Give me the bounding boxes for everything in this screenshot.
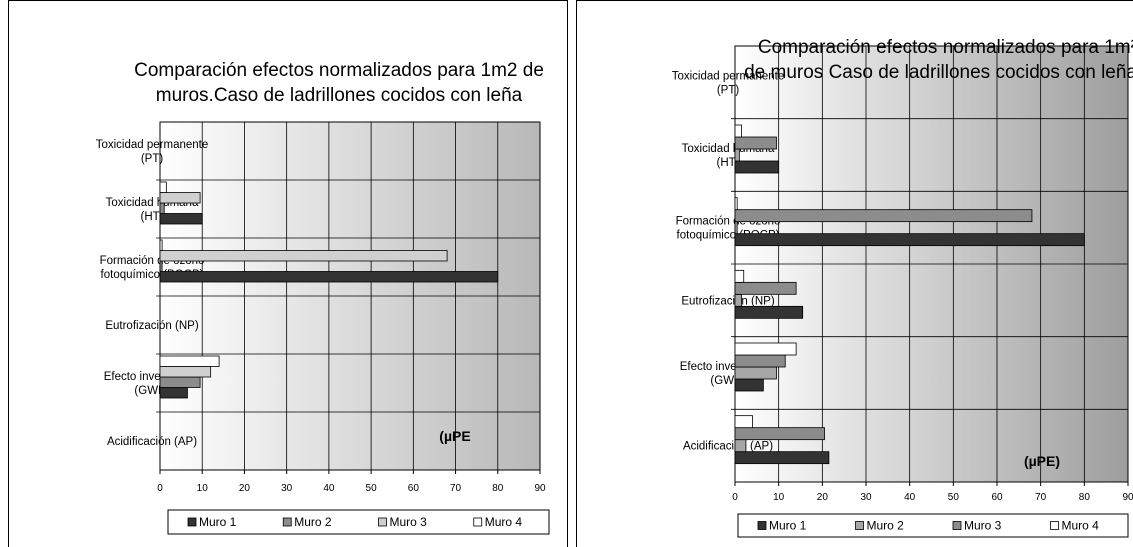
unit-label: (µPE: [439, 428, 470, 444]
legend-label: Muro 2: [294, 515, 332, 529]
bar-muro-1: [734, 160, 780, 174]
bar-muro-3: [734, 354, 786, 368]
x-tick-label: 0: [157, 483, 163, 494]
x-tick-label: 80: [1079, 492, 1091, 503]
category-label: Eutrofización (NP): [681, 295, 774, 307]
x-tick-label: 40: [904, 492, 916, 503]
category-label: Toxicidad permanente: [672, 70, 785, 82]
legend-label: Muro 4: [1062, 519, 1100, 533]
chart-title: Comparación efectos normalizados para 1m…: [134, 60, 544, 81]
bar-muro-3: [159, 250, 448, 262]
bar-muro-4: [159, 355, 220, 367]
legend-swatch: [473, 517, 483, 527]
legend-swatch: [187, 517, 197, 527]
bar-muro-1: [734, 305, 804, 319]
legend-swatch: [855, 521, 864, 530]
bar-muro-4: [734, 415, 753, 429]
x-tick-label: 0: [732, 492, 738, 503]
bar-muro-4: [734, 124, 742, 138]
x-tick-label: 50: [948, 492, 960, 503]
category-label: (PT): [717, 84, 740, 96]
x-tick-label: 40: [323, 483, 335, 494]
bar-muro-3: [159, 192, 201, 204]
bar-muro-4: [159, 239, 163, 251]
bar-muro-4: [734, 197, 738, 211]
x-tick-label: 60: [991, 492, 1003, 503]
x-tick-label: 90: [534, 483, 546, 494]
category-label: Acidificación (AP): [107, 436, 197, 448]
legend-label: Muro 1: [769, 519, 807, 533]
category-label: Acidificación (AP): [683, 441, 773, 453]
legend-swatch: [757, 521, 767, 530]
bar-muro-2: [159, 376, 201, 388]
x-tick-label: 70: [1035, 492, 1047, 503]
bar-muro-3: [734, 209, 1033, 223]
bar-muro-2: [159, 202, 165, 214]
chart-panel-left: 0 10 20 30 40 50 60 70 80 90 Toxicidad permanente (…: [8, 0, 568, 547]
chart-title: Comparación efectos normalizados para 1m…: [758, 37, 1133, 58]
x-tick-label: 10: [197, 483, 209, 494]
legend-swatch: [378, 517, 387, 527]
x-tick-label: 50: [366, 483, 378, 494]
x-tick-label: 80: [492, 483, 504, 494]
legend-swatch: [1050, 521, 1059, 530]
x-tick-label: 30: [281, 483, 293, 494]
x-tick-label: 60: [408, 483, 420, 494]
chart-title: de muros Caso de ladrillones cocidos con…: [744, 62, 1133, 83]
bar-muro-2: [734, 148, 740, 162]
x-tick-label: 20: [817, 492, 829, 503]
x-tick-label: 20: [239, 483, 251, 494]
bar-muro-3: [734, 136, 777, 150]
x-tick-label: 10: [773, 492, 785, 503]
legend-label: Muro 3: [964, 519, 1002, 533]
category-label: Toxicidad permanente: [96, 139, 209, 151]
bar-muro-2: [159, 260, 163, 272]
category-label: (PT): [141, 153, 164, 165]
category-label: Eutrofización (NP): [105, 320, 198, 332]
bar-muro-3: [159, 366, 212, 378]
bar-muro-1: [734, 451, 830, 465]
category-label: (HT): [141, 211, 164, 223]
chart-panel-right: 0 10 20 30 40 50 60 70 80 90 Toxicidad permanente (…: [576, 0, 1133, 547]
bar-muro-3: [734, 281, 797, 295]
bar-muro-1: [734, 378, 764, 392]
unit-label: (µPE): [1024, 453, 1060, 469]
bar-muro-4: [734, 269, 745, 283]
legend: [737, 513, 1129, 538]
category-label: (HT): [717, 157, 740, 169]
chart-right: 0 10 20 30 40 50 60 70 80 90 Toxicidad permanente (…: [672, 37, 1133, 538]
legend-label: Muro 3: [390, 515, 428, 529]
bar-muro-4: [734, 342, 797, 356]
bar-muro-2: [734, 293, 742, 307]
chart-left: 0 10 20 30 40 50 60 70 80 90 Toxicidad permanente (…: [96, 60, 550, 535]
bar-muro-1: [159, 271, 499, 283]
bar-muro-2: [734, 221, 738, 235]
x-tick-label: 30: [860, 492, 872, 503]
legend-swatch: [952, 521, 962, 530]
legend-label: Muro 4: [485, 515, 523, 529]
chart-title: muros.Caso de ladrillones cocidos con le…: [156, 85, 523, 106]
bar-muro-1: [159, 213, 203, 225]
bar-muro-3: [734, 427, 825, 441]
legend-label: Muro 1: [199, 515, 237, 529]
x-tick-label: 90: [1122, 492, 1133, 503]
bar-muro-1: [734, 233, 1085, 247]
legend-swatch: [282, 517, 292, 527]
x-tick-label: 70: [450, 483, 462, 494]
bar-muro-1: [159, 387, 188, 399]
legend-label: Muro 2: [867, 519, 905, 533]
bar-muro-2: [734, 366, 777, 380]
bar-muro-4: [159, 181, 167, 193]
legend: [167, 509, 550, 535]
bar-muro-2: [734, 439, 747, 453]
